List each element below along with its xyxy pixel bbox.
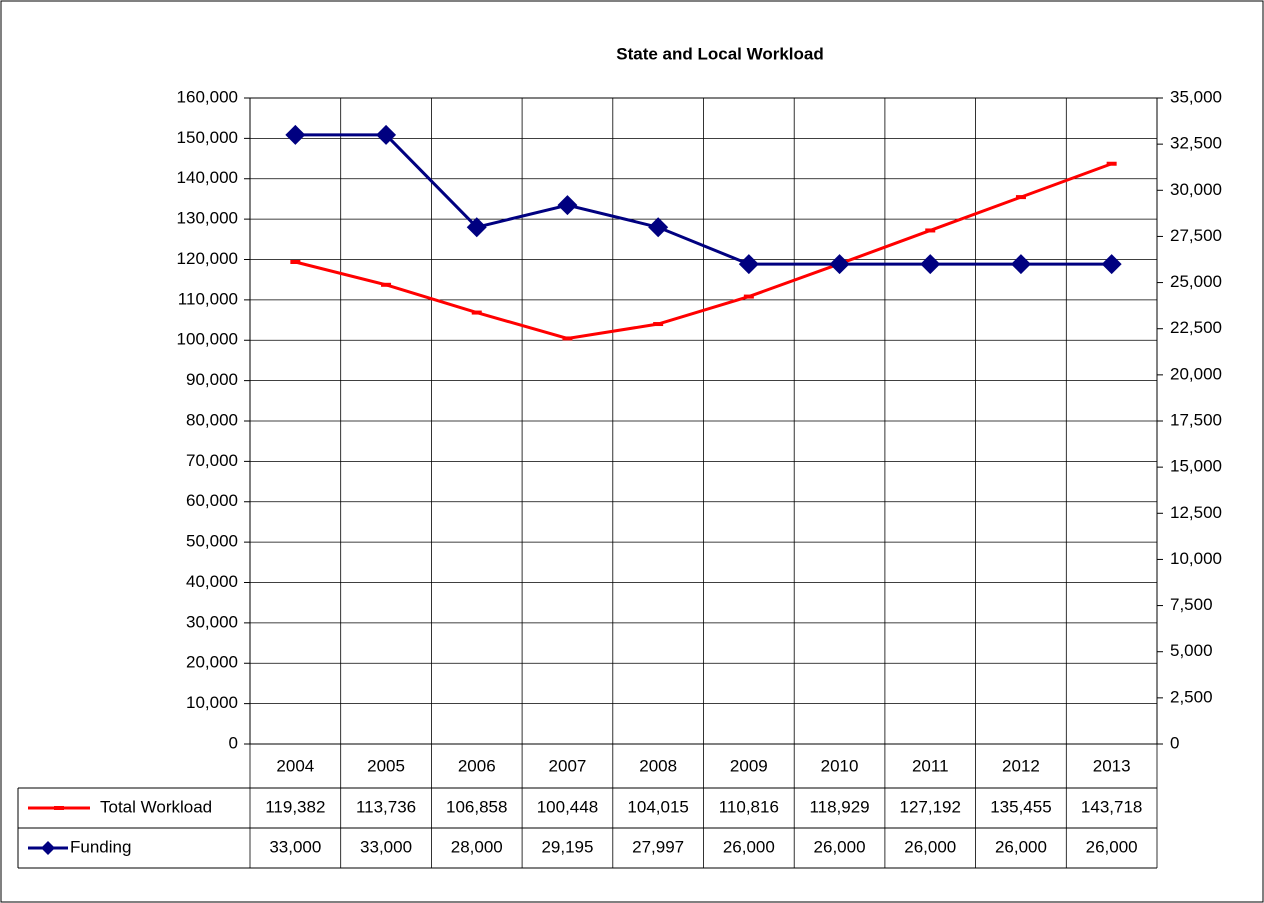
y-tick-label: 120,000	[177, 249, 238, 268]
y-tick-label: 60,000	[186, 491, 238, 510]
y-tick-label: 140,000	[177, 168, 238, 187]
y2-tick-label: 35,000	[1170, 87, 1222, 106]
point-marker	[376, 124, 397, 145]
y-tick-label: 80,000	[186, 410, 238, 429]
x-tick-label: 2006	[458, 756, 496, 775]
point-marker	[290, 259, 301, 264]
table-value: 143,718	[1081, 797, 1142, 816]
chart-title: State and Local Workload	[616, 44, 824, 63]
y2-tick-label: 22,500	[1170, 318, 1222, 337]
y-tick-label: 130,000	[177, 209, 238, 228]
table-value: 26,000	[723, 837, 775, 856]
point-marker	[562, 336, 573, 341]
point-marker	[1106, 161, 1117, 166]
y2-tick-label: 12,500	[1170, 503, 1222, 522]
series-line	[294, 162, 1113, 340]
y-tick-label: 0	[229, 733, 238, 752]
y2-tick-label: 25,000	[1170, 272, 1222, 291]
y-tick-label: 30,000	[186, 612, 238, 631]
x-tick-label: 2010	[821, 756, 859, 775]
y2-tick-label: 30,000	[1170, 180, 1222, 199]
point-marker	[653, 322, 664, 327]
table-value: 106,858	[446, 797, 507, 816]
point-marker	[1101, 254, 1122, 275]
y2-tick-label: 20,000	[1170, 364, 1222, 383]
y-tick-label: 50,000	[186, 532, 238, 551]
x-tick-label: 2005	[367, 756, 405, 775]
point-marker	[285, 124, 306, 145]
y-tick-label: 70,000	[186, 451, 238, 470]
x-tick-label: 2007	[549, 756, 587, 775]
y-tick-label: 160,000	[177, 87, 238, 106]
point-marker	[1010, 254, 1031, 275]
legend-label: Funding	[70, 837, 131, 856]
point-marker	[829, 254, 850, 275]
point-marker	[471, 310, 482, 315]
table-value: 26,000	[1086, 837, 1138, 856]
point-marker	[648, 217, 669, 238]
table-value: 135,455	[990, 797, 1051, 816]
y2-tick-label: 10,000	[1170, 549, 1222, 568]
point-marker	[557, 195, 578, 216]
table-value: 26,000	[814, 837, 866, 856]
y2-tick-label: 5,000	[1170, 641, 1213, 660]
plot-area	[249, 97, 1158, 745]
y-tick-label: 90,000	[186, 370, 238, 389]
y-tick-label: 150,000	[177, 128, 238, 147]
y-tick-label: 10,000	[186, 693, 238, 712]
y2-tick-label: 0	[1170, 733, 1179, 752]
y2-tick-label: 17,500	[1170, 410, 1222, 429]
point-marker	[1015, 195, 1026, 200]
point-marker	[466, 217, 487, 238]
x-tick-label: 2004	[276, 756, 314, 775]
table-value: 118,929	[809, 797, 869, 816]
table-value: 26,000	[904, 837, 956, 856]
y2-tick-label: 2,500	[1170, 687, 1213, 706]
table-value: 28,000	[451, 837, 503, 856]
y-tick-label: 20,000	[186, 653, 238, 672]
table-value: 104,015	[627, 797, 688, 816]
y-tick-label: 40,000	[186, 572, 238, 591]
y2-tick-label: 15,000	[1170, 457, 1222, 476]
table-value: 119,382	[265, 797, 325, 816]
point-marker	[738, 254, 759, 275]
x-tick-label: 2012	[1002, 756, 1040, 775]
table-value: 100,448	[537, 797, 598, 816]
y-tick-label: 100,000	[177, 330, 238, 349]
table-value: 113,736	[356, 797, 416, 816]
table-value: 33,000	[360, 837, 412, 856]
point-marker	[920, 254, 941, 275]
y2-tick-label: 7,500	[1170, 595, 1213, 614]
x-tick-label: 2009	[730, 756, 768, 775]
legend-marker	[41, 841, 55, 855]
table-value: 127,192	[900, 797, 961, 816]
legend-marker	[54, 806, 64, 810]
table-value: 29,195	[541, 837, 593, 856]
x-tick-label: 2008	[639, 756, 677, 775]
y-tick-label: 110,000	[178, 289, 238, 308]
table-value: 27,997	[632, 837, 684, 856]
point-marker	[925, 228, 936, 233]
point-marker	[381, 282, 392, 287]
x-tick-label: 2013	[1093, 756, 1131, 775]
table-value: 26,000	[995, 837, 1047, 856]
y2-tick-label: 27,500	[1170, 226, 1222, 245]
table-value: 110,816	[719, 797, 779, 816]
point-marker	[743, 294, 754, 299]
x-tick-label: 2011	[912, 756, 949, 775]
y2-tick-label: 32,500	[1170, 134, 1222, 153]
series-line	[295, 133, 1112, 266]
legend-label: Total Workload	[100, 797, 212, 816]
table-value: 33,000	[269, 837, 321, 856]
